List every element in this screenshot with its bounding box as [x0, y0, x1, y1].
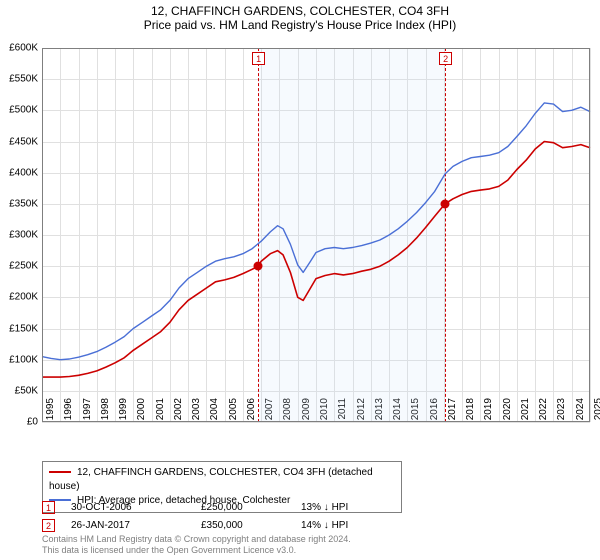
series-line	[42, 103, 590, 360]
sales-row-delta: 13% ↓ HPI	[301, 502, 401, 513]
sales-row: 1 30-OCT-2006£250,00013% ↓ HPI	[42, 498, 401, 516]
y-axis-label: £600K	[0, 43, 38, 54]
sales-row-marker: 2	[42, 519, 55, 532]
chart-series-svg	[42, 48, 590, 422]
footnote-line: Contains HM Land Registry data © Crown c…	[42, 534, 351, 545]
chart-footnote: Contains HM Land Registry data © Crown c…	[42, 534, 351, 556]
y-axis-label: £500K	[0, 105, 38, 116]
sales-row-marker: 1	[42, 501, 55, 514]
sales-row-delta: 14% ↓ HPI	[301, 520, 401, 531]
legend-item: 12, CHAFFINCH GARDENS, COLCHESTER, CO4 3…	[49, 466, 395, 494]
y-axis-label: £250K	[0, 261, 38, 272]
y-axis-label: £0	[0, 417, 38, 428]
y-axis-label: £150K	[0, 323, 38, 334]
y-axis-label: £400K	[0, 167, 38, 178]
chart-container: 12, CHAFFINCH GARDENS, COLCHESTER, CO4 3…	[0, 0, 600, 560]
sales-row: 2 26-JAN-2017£350,00014% ↓ HPI	[42, 516, 401, 534]
footnote-line: This data is licensed under the Open Gov…	[42, 545, 351, 556]
chart-subtitle: Price paid vs. HM Land Registry's House …	[0, 18, 600, 32]
y-axis-label: £450K	[0, 136, 38, 147]
gridline-vertical	[590, 48, 591, 422]
y-axis-label: £50K	[0, 385, 38, 396]
chart-plot-area: £0£50K£100K£150K£200K£250K£300K£350K£400…	[42, 48, 590, 422]
sales-row-price: £350,000	[201, 520, 301, 531]
y-axis-label: £550K	[0, 74, 38, 85]
chart-title: 12, CHAFFINCH GARDENS, COLCHESTER, CO4 3…	[0, 4, 600, 18]
sales-table: 1 30-OCT-2006£250,00013% ↓ HPI 2 26-JAN-201…	[42, 498, 401, 534]
y-axis-label: £200K	[0, 292, 38, 303]
y-axis-label: £100K	[0, 354, 38, 365]
y-axis-label: £350K	[0, 198, 38, 209]
legend-label: 12, CHAFFINCH GARDENS, COLCHESTER, CO4 3…	[49, 467, 373, 492]
sales-row-price: £250,000	[201, 502, 301, 513]
legend-swatch	[49, 471, 71, 473]
sales-row-date: 30-OCT-2006	[71, 502, 201, 513]
y-axis-label: £300K	[0, 230, 38, 241]
sales-row-date: 26-JAN-2017	[71, 520, 201, 531]
x-axis-label: 2025	[593, 398, 600, 428]
series-line	[42, 142, 590, 378]
chart-titles: 12, CHAFFINCH GARDENS, COLCHESTER, CO4 3…	[0, 0, 600, 32]
